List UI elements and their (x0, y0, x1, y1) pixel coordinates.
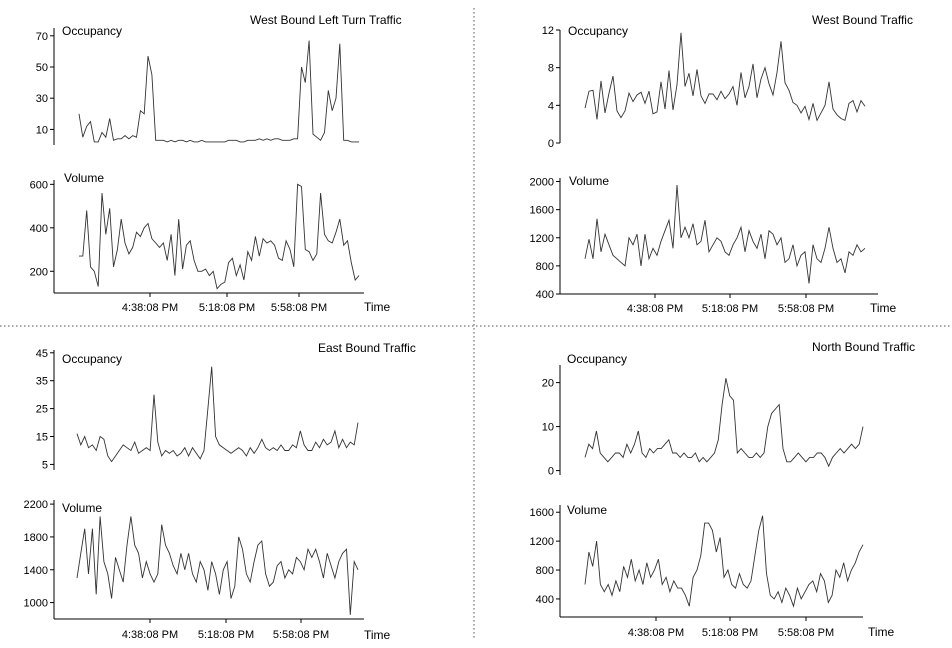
x-tick-label: 5:58:08 PM (778, 303, 834, 315)
y-tick-label: 4 (548, 100, 554, 112)
chart-title: North Bound Traffic (812, 340, 915, 354)
y-tick-label: 12 (542, 25, 554, 37)
volume-label: Volume (64, 171, 104, 185)
chart-west-bound: West Bound Traffic Occupancy Volume Time (568, 13, 913, 315)
series-line-occupancy (78, 40, 359, 143)
y-tick-label: 70 (36, 31, 48, 43)
y-tick-label: 1600 (530, 507, 554, 519)
panel-volume: Volume (567, 503, 607, 517)
y-tick-label: 400 (536, 289, 554, 301)
y-tick-label: 400 (536, 594, 554, 606)
y-tick-label: 15 (36, 432, 48, 444)
y-tick-label: 1000 (24, 598, 48, 610)
chart-east-bound: East Bound Traffic Occupancy Volume Time (62, 341, 416, 642)
y-tick-label: 1600 (530, 205, 554, 217)
y-tick-label: 8 (548, 63, 554, 75)
series-line-occupancy (584, 32, 866, 122)
occupancy-label: Occupancy (62, 352, 122, 366)
panel-occupancy: Occupancy (62, 352, 122, 366)
y-tick-label: 25 (36, 404, 48, 416)
y-tick-label: 400 (30, 223, 48, 235)
occupancy-label: Occupancy (567, 352, 627, 366)
chart-title: West Bound Left Turn Traffic (250, 13, 402, 27)
y-tick-label: 2000 (530, 177, 554, 189)
y-tick-label: 10 (542, 422, 554, 434)
series-line-volume (79, 183, 360, 290)
x-tick-label: 4:38:08 PM (627, 303, 683, 315)
y-tick-label: 0 (548, 138, 554, 150)
chart-title: East Bound Traffic (318, 341, 416, 355)
volume-label: Volume (62, 501, 102, 515)
panel-occupancy: Occupancy (62, 24, 122, 38)
x-axis-label: Time (868, 625, 895, 639)
x-tick-label: 5:18:08 PM (702, 627, 758, 639)
y-tick-label: 45 (36, 348, 48, 360)
y-tick-label: 1400 (24, 565, 48, 577)
occupancy-label: Occupancy (62, 24, 122, 38)
occupancy-label: Occupancy (568, 24, 628, 38)
x-tick-label: 5:58:08 PM (271, 302, 327, 314)
chart-4-marks: 0 10 20 400 800 1200 1600 4:38:08 PM 5:18:08 PM 5… (530, 365, 864, 639)
x-tick-label: 5:18:08 PM (702, 303, 758, 315)
panel-volume: Volume (569, 174, 609, 188)
panel-occupancy: Occupancy (567, 352, 627, 366)
y-tick-label: 0 (548, 466, 554, 478)
panel-volume: Volume (64, 171, 104, 185)
volume-label: Volume (567, 503, 607, 517)
panel-volume: Volume (62, 501, 102, 515)
y-tick-label: 200 (30, 266, 48, 278)
y-tick-label: 1200 (530, 233, 554, 245)
y-tick-label: 5 (42, 459, 48, 471)
chart-north-bound: North Bound Traffic Occupancy Volume Tim… (567, 340, 915, 639)
x-tick-label: 4:38:08 PM (628, 627, 684, 639)
series-line-occupancy (76, 366, 359, 463)
x-tick-label: 5:18:08 PM (198, 629, 254, 641)
y-tick-label: 600 (30, 179, 48, 191)
series-line-occupancy (584, 378, 864, 468)
x-axis-label: Time (870, 301, 897, 315)
series-line-volume (76, 516, 359, 615)
y-tick-label: 30 (36, 93, 48, 105)
chart-1-marks: 10 30 50 70 200 400 600 4:38:08 PM 5:18:08 PM 5:5… (30, 28, 364, 314)
chart-2-marks: 0 4 8 12 400 800 1200 1600 2000 4:38:08 PM 5:18:08… (530, 25, 878, 315)
chart-title: West Bound Traffic (812, 13, 913, 27)
y-tick-label: 1800 (24, 532, 48, 544)
x-axis-label: Time (364, 300, 391, 314)
series-line-volume (584, 184, 866, 284)
x-tick-label: 4:38:08 PM (122, 302, 178, 314)
x-tick-label: 5:58:08 PM (273, 629, 329, 641)
chart-3-marks: 5 15 25 35 45 1000 1400 1800 2200 4:38:08 PM 5:18:… (24, 348, 364, 641)
y-tick-label: 2200 (24, 499, 48, 511)
series-line-volume (584, 515, 864, 608)
panel-occupancy: Occupancy (568, 24, 628, 38)
volume-label: Volume (569, 174, 609, 188)
x-tick-label: 5:18:08 PM (199, 302, 255, 314)
x-tick-label: 4:38:08 PM (122, 629, 178, 641)
y-tick-label: 20 (542, 378, 554, 390)
chart-west-bound-left-turn: West Bound Left Turn Traffic Occupancy V… (62, 13, 402, 314)
y-tick-label: 800 (536, 261, 554, 273)
y-tick-label: 1200 (530, 536, 554, 548)
x-axis-label: Time (364, 628, 391, 642)
x-tick-label: 5:58:08 PM (778, 627, 834, 639)
y-tick-label: 50 (36, 62, 48, 74)
y-tick-label: 10 (36, 124, 48, 136)
y-tick-label: 800 (536, 565, 554, 577)
y-tick-label: 35 (36, 376, 48, 388)
